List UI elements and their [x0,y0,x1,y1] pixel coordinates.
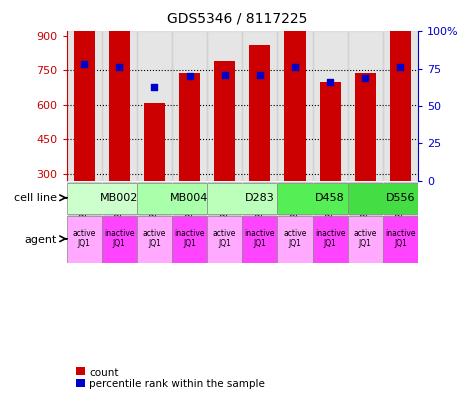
Text: GSM1234979: GSM1234979 [396,185,405,241]
Point [291,64,299,70]
Bar [74,91,95,181]
Bar [109,29,130,181]
Bar [313,216,348,263]
Bar [214,61,235,181]
Bar [66,216,102,263]
Text: active
JQ1: active JQ1 [72,229,96,248]
Text: active
JQ1: active JQ1 [142,229,166,248]
Point [151,84,158,90]
Text: agent: agent [25,235,57,245]
Text: GSM1234976: GSM1234976 [291,185,299,241]
Text: D556: D556 [386,193,415,203]
Bar [74,29,95,181]
Text: MB002: MB002 [100,193,138,203]
Bar [348,181,383,259]
Bar [242,216,277,263]
Text: GSM1234971: GSM1234971 [115,185,124,241]
Bar [207,216,242,263]
Text: active
JQ1: active JQ1 [213,229,237,248]
Point [115,64,123,70]
Point [397,64,404,70]
Bar [313,181,348,259]
Bar [66,182,137,215]
Bar [137,182,207,215]
Point [326,79,334,85]
Bar [383,181,418,259]
Text: GSM1234973: GSM1234973 [185,185,194,241]
Bar [355,73,376,181]
Bar [348,216,383,263]
Bar [172,31,207,181]
Bar [102,31,137,181]
Bar [277,216,313,263]
Bar [137,216,172,263]
Bar [390,29,411,181]
Text: count: count [89,367,119,378]
Bar [144,103,165,181]
Text: GDS5346 / 8117225: GDS5346 / 8117225 [167,12,308,26]
Point [256,72,264,78]
Bar [242,31,277,181]
Bar [207,31,242,181]
Text: percentile rank within the sample: percentile rank within the sample [89,379,265,389]
Text: inactive
JQ1: inactive JQ1 [315,229,345,248]
Bar [179,135,200,181]
Bar [313,31,348,181]
Bar [242,181,277,259]
Text: D283: D283 [245,193,275,203]
Text: D458: D458 [315,193,345,203]
Text: inactive
JQ1: inactive JQ1 [174,229,205,248]
Text: GSM1234975: GSM1234975 [256,185,264,241]
Point [80,61,88,68]
Point [186,73,193,79]
Text: inactive
JQ1: inactive JQ1 [104,229,134,248]
Bar [249,107,270,181]
Bar [320,82,341,181]
Bar [137,31,172,181]
Text: active
JQ1: active JQ1 [283,229,307,248]
Bar [320,144,341,181]
Bar [277,181,313,259]
Bar [277,31,313,181]
Text: GSM1234977: GSM1234977 [326,185,334,241]
Bar [348,182,418,215]
Text: GSM1234978: GSM1234978 [361,185,370,241]
Bar [66,181,102,259]
Text: GSM1234970: GSM1234970 [80,185,88,241]
Bar [102,216,137,263]
Bar [214,123,235,181]
Bar [144,165,165,181]
Bar [285,68,305,181]
Bar [285,6,305,181]
Text: active
JQ1: active JQ1 [353,229,377,248]
Bar [207,182,277,215]
Bar [179,73,200,181]
Text: MB004: MB004 [171,193,209,203]
Point [361,75,369,81]
Text: inactive
JQ1: inactive JQ1 [385,229,416,248]
Point [221,72,228,78]
Bar [109,91,130,181]
Bar [383,31,418,181]
Bar [249,45,270,181]
Bar [348,31,383,181]
Text: GSM1234974: GSM1234974 [220,185,229,241]
Bar [66,31,102,181]
Bar [207,181,242,259]
Bar [390,91,411,181]
Bar [137,181,172,259]
Text: inactive
JQ1: inactive JQ1 [245,229,275,248]
Bar [102,181,137,259]
Text: cell line: cell line [14,193,57,204]
Bar [277,182,348,215]
Text: GSM1234972: GSM1234972 [150,185,159,241]
Bar [172,216,207,263]
Bar [172,181,207,259]
Bar [355,135,376,181]
Bar [383,216,418,263]
